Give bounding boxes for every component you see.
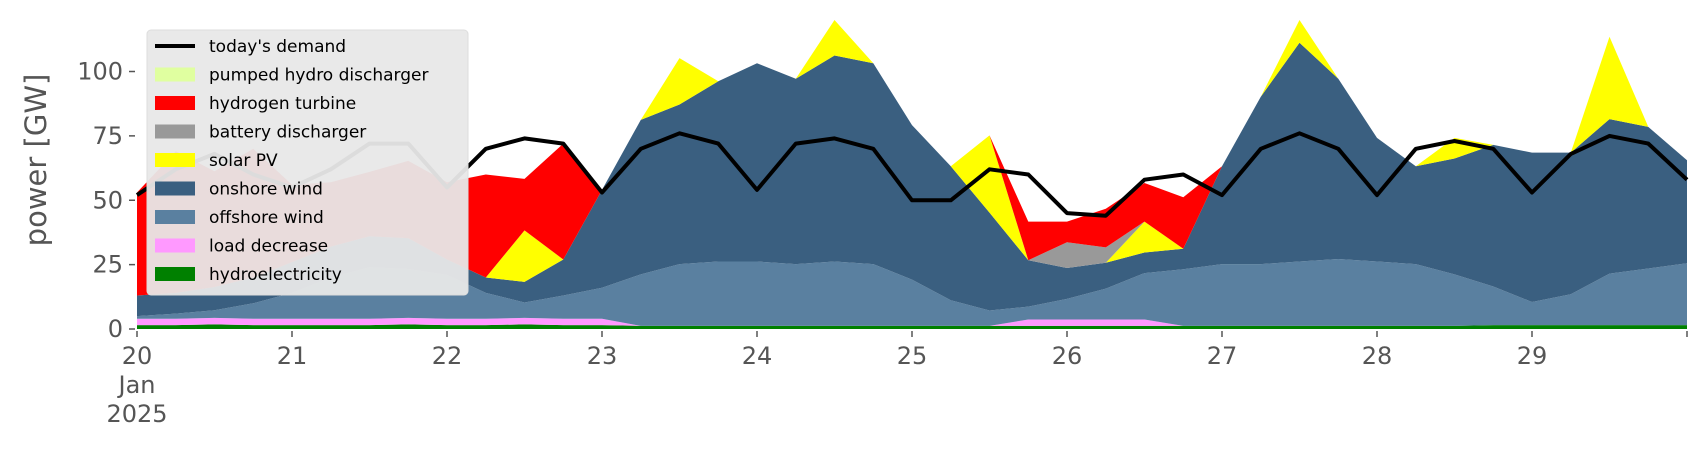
y-axis-label: power [GW]	[19, 74, 53, 247]
legend-swatch	[155, 124, 195, 139]
x-tick-year: 2025	[106, 400, 167, 428]
y-tick-label: 50	[92, 186, 123, 214]
area-offshore-wind	[137, 259, 1687, 326]
legend-label: hydroelectricity	[209, 265, 342, 285]
x-tick-label: 28	[1362, 342, 1393, 370]
x-tick-label: 27	[1207, 342, 1238, 370]
legend-swatch	[155, 67, 195, 82]
y-tick-label: 75	[92, 122, 123, 150]
legend-swatch	[155, 181, 195, 196]
legend-label: pumped hydro discharger	[209, 66, 428, 86]
legend-label: today's demand	[209, 37, 346, 57]
legend-swatch	[155, 238, 195, 253]
legend: today's demand pumped hydro discharger hyd…	[146, 29, 469, 296]
x-tick-label: 22	[432, 342, 463, 370]
area-series-group	[137, 20, 1687, 329]
y-tick-label: 100	[77, 58, 123, 86]
area-hydrogen-turbine	[137, 20, 1687, 296]
legend-swatch	[155, 267, 195, 281]
legend-swatch	[155, 210, 195, 224]
legend-swatch	[155, 96, 195, 110]
legend-label: load decrease	[209, 237, 328, 257]
x-tick-month: Jan	[117, 371, 156, 399]
x-tick-label: 24	[742, 342, 773, 370]
area-onshore-wind	[137, 42, 1687, 317]
legend-label: offshore wind	[209, 208, 324, 228]
y-tick-label: 25	[92, 251, 123, 279]
x-tick-label: 23	[587, 342, 618, 370]
x-tick-label: 21	[277, 342, 308, 370]
legend-label: solar PV	[209, 151, 278, 171]
legend-box	[146, 29, 469, 296]
area-load-decrease	[137, 317, 1687, 326]
area-hydroelectricity	[137, 324, 1687, 329]
axes	[129, 70, 1688, 337]
legend-swatch	[155, 153, 195, 167]
legend-label: onshore wind	[209, 180, 323, 200]
y-tick-label: 0	[108, 315, 123, 343]
x-tick-label: 29	[1517, 342, 1548, 370]
x-tick-label: 25	[897, 342, 928, 370]
x-tick-label: 20	[122, 342, 153, 370]
legend-label: battery discharger	[209, 123, 366, 143]
legend-label: hydrogen turbine	[209, 94, 356, 114]
x-tick-label: 26	[1052, 342, 1083, 370]
